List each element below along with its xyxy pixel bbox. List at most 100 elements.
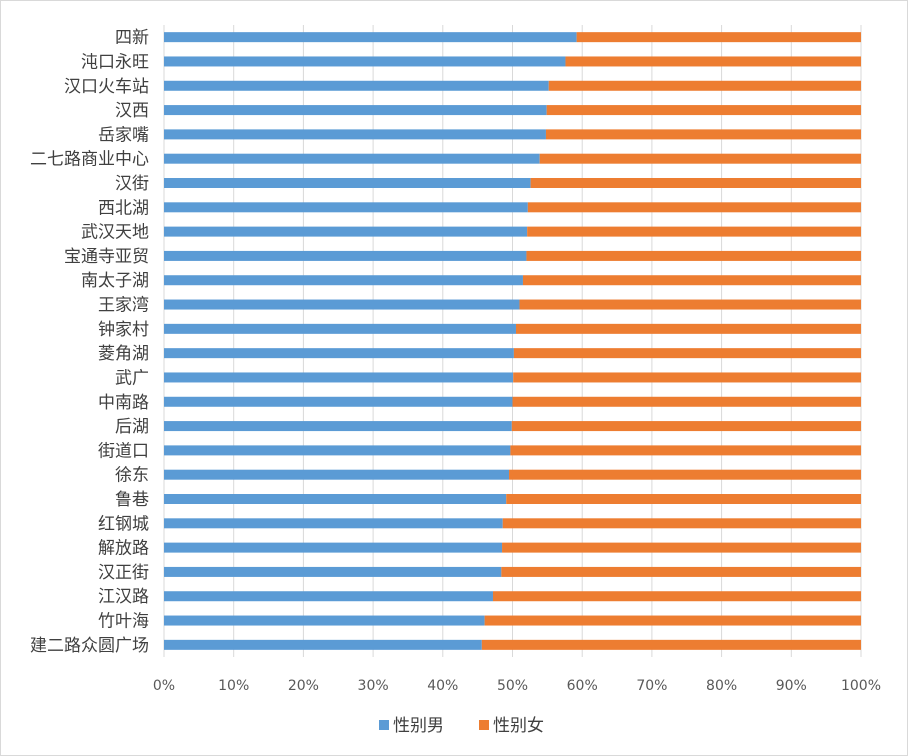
category-label: 宝通寺亚贸	[64, 247, 149, 267]
bar-segment-male	[164, 348, 514, 359]
bar-segment-male	[164, 372, 514, 383]
category-label: 后湖	[115, 417, 149, 437]
x-tick-label: 90%	[776, 678, 807, 694]
x-tick-label: 30%	[358, 678, 389, 694]
value-axis: 0% 10% 20% 30% 40% 50% 60% 70% 80% 90% 100%	[153, 678, 881, 694]
category-label: 二七路商业中心	[30, 150, 149, 170]
bar-segment-female	[530, 178, 861, 188]
bar-segment-male	[164, 421, 512, 432]
bars	[164, 32, 861, 650]
x-tick-label: 80%	[706, 678, 737, 694]
x-tick-label: 50%	[497, 678, 528, 694]
x-tick-label: 0%	[153, 678, 175, 694]
bar-segment-female	[513, 372, 861, 383]
bar-segment-male	[164, 299, 520, 310]
bar-segment-female	[506, 494, 861, 504]
category-label: 岳家嘴	[98, 125, 149, 145]
bar-segment-male	[164, 566, 502, 577]
category-label: 钟家村	[98, 320, 149, 340]
category-axis: 四新沌口永旺汉口火车站汉西岳家嘴二七路商业中心汉街西北湖武汉天地宝通寺亚贸南太子…	[30, 28, 149, 656]
bar-segment-female	[510, 445, 861, 456]
category-label: 江汉路	[98, 587, 149, 607]
bar-segment-female	[565, 56, 861, 67]
bar-segment-male	[164, 80, 549, 91]
bar-segment-male	[164, 445, 511, 456]
category-label: 汉正街	[98, 563, 149, 583]
bar-segment-female	[512, 396, 861, 407]
bar-segment-male	[164, 202, 528, 213]
bar-segment-male	[164, 105, 547, 116]
bar-segment-female	[545, 129, 861, 140]
bar-segment-female	[484, 615, 861, 626]
legend-swatch	[379, 720, 389, 730]
bar-segment-female	[511, 421, 861, 432]
bar-segment-female	[527, 226, 861, 237]
category-label: 红钢城	[98, 514, 149, 534]
bar-segment-female	[502, 518, 861, 529]
category-label: 中南路	[98, 393, 149, 413]
bar-segment-female	[509, 469, 861, 480]
bar-segment-female	[519, 299, 861, 310]
bar-segment-male	[164, 226, 528, 237]
x-tick-label: 100%	[841, 678, 881, 694]
bar-segment-male	[164, 591, 493, 602]
category-label: 解放路	[98, 539, 149, 559]
bar-segment-male	[164, 250, 527, 261]
category-label: 菱角湖	[98, 344, 149, 364]
x-tick-label: 40%	[427, 678, 458, 694]
category-label: 汉西	[115, 101, 149, 121]
bar-segment-female	[548, 80, 861, 91]
bar-segment-female	[481, 639, 861, 650]
x-tick-label: 20%	[288, 678, 319, 694]
category-label: 建二路众圆广场	[30, 636, 149, 656]
bar-segment-male	[164, 518, 503, 529]
category-label: 南太子湖	[81, 271, 149, 291]
category-label: 街道口	[98, 441, 149, 461]
bar-segment-male	[164, 396, 513, 407]
bar-segment-male	[164, 469, 510, 480]
bar-segment-male	[164, 494, 507, 504]
category-label: 汉口火车站	[64, 77, 149, 97]
bar-segment-male	[164, 129, 546, 140]
category-label: 汉街	[115, 174, 149, 194]
legend-label: 性别女	[493, 716, 544, 736]
category-label: 四新	[115, 28, 149, 48]
bar-segment-female	[515, 323, 861, 334]
legend: 性别男 性别女	[379, 716, 544, 736]
legend-swatch	[479, 720, 489, 730]
x-tick-label: 60%	[567, 678, 598, 694]
bar-segment-female	[502, 542, 861, 553]
bar-segment-female	[526, 250, 861, 261]
category-label: 西北湖	[98, 198, 149, 218]
bar-segment-male	[164, 615, 485, 626]
x-tick-label: 10%	[218, 678, 249, 694]
bar-segment-male	[164, 178, 531, 188]
bar-segment-male	[164, 639, 482, 650]
category-label: 鲁巷	[115, 490, 149, 510]
gridlines	[163, 25, 862, 657]
bar-segment-female	[539, 153, 861, 164]
category-label: 沌口永旺	[81, 52, 149, 72]
category-label: 徐东	[115, 466, 149, 486]
x-tick-label: 70%	[636, 678, 667, 694]
bar-segment-female	[546, 105, 861, 116]
bar-segment-female	[527, 202, 861, 213]
bar-segment-male	[164, 56, 566, 67]
bar-segment-male	[164, 32, 577, 43]
bar-segment-female	[513, 348, 861, 359]
bar-segment-female	[492, 591, 861, 602]
bar-segment-female	[501, 566, 861, 577]
bar-segment-male	[164, 323, 516, 334]
category-label: 武汉天地	[81, 223, 149, 243]
bar-segment-male	[164, 542, 503, 553]
category-label: 王家湾	[98, 296, 149, 316]
legend-label: 性别男	[393, 716, 444, 736]
bar-segment-male	[164, 275, 523, 286]
bar-segment-male	[164, 153, 540, 164]
category-label: 武广	[115, 368, 149, 388]
bar-segment-female	[522, 275, 861, 286]
bar-segment-female	[576, 32, 861, 43]
category-label: 竹叶海	[98, 612, 149, 632]
